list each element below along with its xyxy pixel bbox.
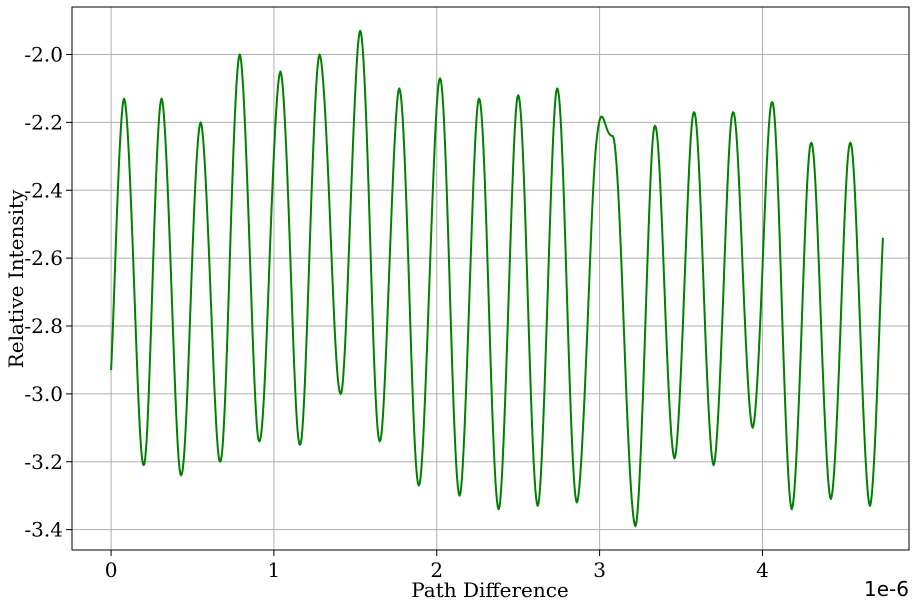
y-tick-label: -2.4 [24, 178, 63, 202]
y-tick-label: -3.2 [24, 450, 63, 474]
y-tick-label: -2.6 [24, 246, 63, 270]
x-tick-label: 3 [593, 558, 606, 582]
plot-background [72, 7, 909, 550]
x-tick-label: 2 [430, 558, 443, 582]
x-tick-label: 0 [105, 558, 118, 582]
x-axis-label: Path Difference [411, 578, 569, 602]
y-tick-label: -3.4 [24, 518, 63, 542]
y-axis-ticks: -3.4 -3.2 -3.0 -2.8 -2.6 -2.4 -2.2 -2.0 [24, 43, 72, 542]
x-axis-offset-label: 1e-6 [864, 577, 909, 601]
y-tick-label: -2.2 [24, 110, 63, 134]
x-tick-label: 1 [268, 558, 281, 582]
y-tick-label: -2.0 [24, 43, 63, 67]
y-tick-label: -3.0 [24, 382, 63, 406]
y-tick-label: -2.8 [24, 314, 63, 338]
y-axis-label: Relative Intensity [4, 189, 28, 368]
x-axis-ticks: 0 1 2 3 4 [105, 550, 769, 582]
data-series [110, 29, 884, 528]
plot-frame [71, 6, 910, 551]
x-tick-label: 4 [756, 558, 769, 582]
series-line-0 [110, 29, 884, 528]
